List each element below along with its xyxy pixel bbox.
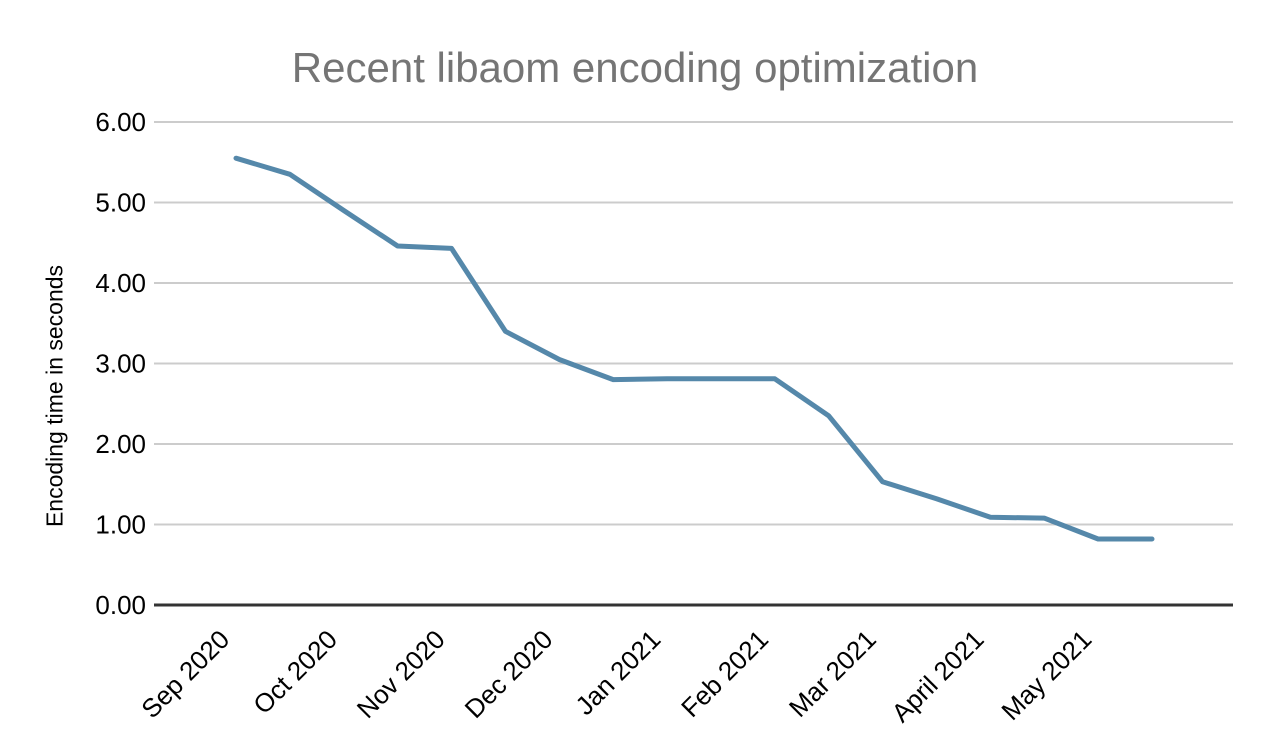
x-tick-label: Mar 2021 [783,624,882,723]
y-tick-label: 1.00 [95,510,146,540]
x-tick-label: Sep 2020 [135,624,235,724]
x-tick-label: Oct 2020 [247,624,343,720]
x-tick-label: Nov 2020 [351,624,451,724]
y-tick-label: 6.00 [95,107,146,137]
x-tick-label: April 2021 [886,624,990,728]
series-line [233,155,1155,542]
y-tick-label: 5.00 [95,188,146,218]
x-tick-label: Jan 2021 [569,624,666,721]
x-tick-label: Feb 2021 [675,624,774,723]
y-tick-label: 0.00 [95,590,146,620]
x-tick-label: Dec 2020 [459,624,559,724]
chart-title: Recent libaom encoding optimization [291,44,979,91]
x-tick-label: May 2021 [995,624,1097,726]
y-tick-label: 4.00 [95,268,146,298]
y-tick-label: 2.00 [95,429,146,459]
y-tick-label: 3.00 [95,349,146,379]
